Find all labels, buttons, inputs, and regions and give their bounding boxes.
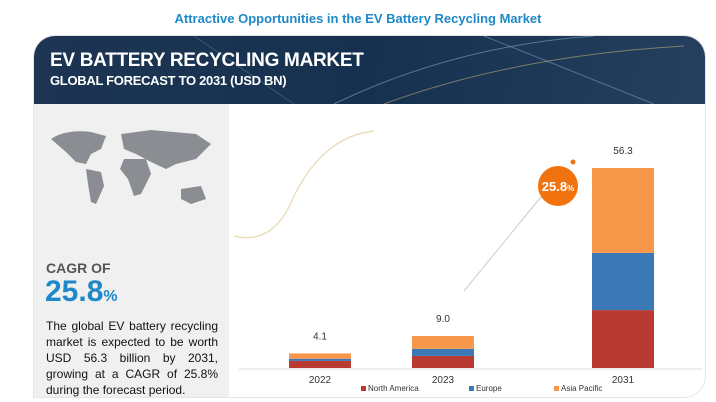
- infographic-card: EV BATTERY RECYCLING MARKET GLOBAL FOREC…: [33, 35, 706, 398]
- cagr-number: 25.8: [45, 275, 104, 308]
- legend-label: North America: [368, 384, 419, 393]
- bar-2022-asia-pacific: [289, 353, 351, 359]
- legend-label: Asia Pacific: [561, 384, 602, 393]
- legend-swatch: [361, 386, 366, 391]
- world-map-icon: [51, 130, 211, 204]
- cagr-pointer-line: [463, 180, 555, 292]
- total-label: 56.3: [613, 146, 633, 157]
- cagr-bubble: [538, 166, 578, 206]
- total-label: 9.0: [436, 314, 450, 325]
- stacked-bar-chart: 25.8% 4.1 2022 9.0 2023 56.3 2031 North Ameri…: [233, 130, 702, 393]
- bar-2022-europe: [289, 358, 351, 361]
- legend-swatch: [469, 386, 474, 391]
- bubble-dot: [570, 159, 576, 165]
- cagr-label: CAGR OF: [46, 260, 111, 276]
- header-subtitle: GLOBAL FORECAST TO 2031 (USD BN): [50, 73, 287, 88]
- bar-2023-europe: [412, 348, 474, 356]
- market-description: The global EV battery recycling market i…: [46, 319, 218, 397]
- decorative-curve: [233, 130, 375, 239]
- summary-panel: CAGR OF 25.8% The global EV battery recy…: [34, 104, 229, 397]
- header-title: EV BATTERY RECYCLING MARKET: [50, 50, 364, 71]
- x-tick-label: 2022: [309, 375, 332, 386]
- bar-2031-europe: [592, 252, 654, 311]
- header-light-streaks: [193, 36, 685, 104]
- cagr-bubble-label: 25.8%: [542, 179, 574, 194]
- cagr-unit: %: [103, 288, 118, 305]
- x-tick-label: 2031: [612, 375, 635, 386]
- legend-swatch: [554, 386, 559, 391]
- legend-label: Europe: [476, 384, 502, 393]
- total-label: 4.1: [313, 331, 327, 342]
- bar-2023-asia-pacific: [412, 336, 474, 349]
- cagr-value: 25.8%: [45, 275, 118, 309]
- bar-2022-north-america: [289, 360, 351, 368]
- bar-2031-north-america: [592, 310, 654, 368]
- header-banner: EV BATTERY RECYCLING MARKET GLOBAL FOREC…: [34, 36, 705, 104]
- page-title: Attractive Opportunities in the EV Batte…: [174, 11, 542, 26]
- bar-2031-asia-pacific: [592, 168, 654, 253]
- x-tick-label: 2023: [432, 375, 455, 386]
- bar-2023-north-america: [412, 355, 474, 368]
